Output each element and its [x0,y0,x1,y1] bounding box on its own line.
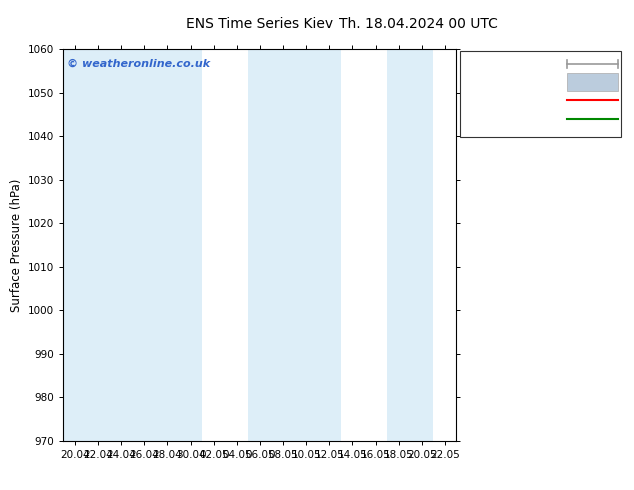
Bar [156,49,202,441]
Bar [249,49,295,441]
Text: Th. 18.04.2024 00 UTC: Th. 18.04.2024 00 UTC [339,17,498,31]
Y-axis label: Surface Pressure (hPa): Surface Pressure (hPa) [10,178,23,312]
Bar [295,49,341,441]
Bar [63,49,110,441]
Bar [387,49,434,441]
Bar [110,49,156,441]
Text: Standard deviation: Standard deviation [463,77,562,87]
Text: Controll run: Controll run [463,114,525,123]
Text: ENS Time Series Kiev: ENS Time Series Kiev [186,17,333,31]
Text: min/max: min/max [463,59,508,69]
Text: © weatheronline.co.uk: © weatheronline.co.uk [67,59,210,69]
Text: Ensemble mean run: Ensemble mean run [463,96,567,105]
